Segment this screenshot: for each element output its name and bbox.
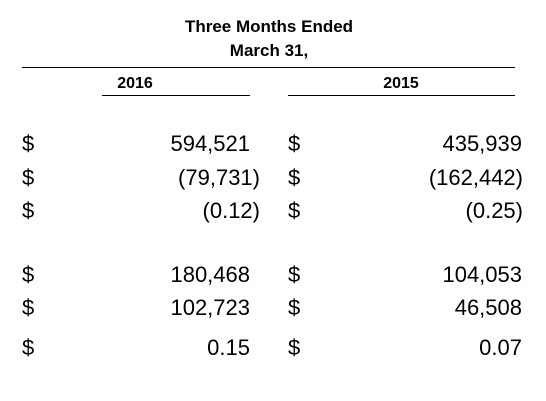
column-header-2015: 2015 — [383, 75, 419, 92]
currency-symbol: $ — [22, 262, 35, 287]
value-2015: 104,053 — [442, 262, 522, 287]
column-rule-2016 — [102, 95, 250, 96]
value-2016: 0.15 — [207, 335, 250, 360]
currency-symbol: $ — [288, 262, 301, 287]
value-2016: (0.12) — [202, 198, 260, 223]
currency-symbol: $ — [288, 165, 301, 190]
value-2016: (79,731) — [178, 165, 260, 190]
value-2015: (162,442) — [428, 165, 523, 190]
value-2016: 594,521 — [170, 131, 250, 156]
currency-symbol: $ — [22, 335, 35, 360]
value-2015: 0.07 — [479, 335, 522, 360]
table-row: $ (0.12) $ (0.25) — [0, 197, 546, 225]
value-2015: 46,508 — [454, 295, 522, 320]
column-header-2016: 2016 — [117, 75, 153, 92]
value-2016: 102,723 — [170, 295, 250, 320]
header-rule — [22, 67, 515, 68]
currency-symbol: $ — [22, 165, 35, 190]
currency-symbol: $ — [22, 295, 35, 320]
table-row: $ (79,731) $ (162,442) — [0, 164, 546, 192]
value-2015: (0.25) — [465, 198, 523, 223]
currency-symbol: $ — [288, 335, 301, 360]
column-rule-2015 — [288, 95, 515, 96]
currency-symbol: $ — [288, 131, 301, 156]
header-title-line1: Three Months Ended — [184, 17, 354, 36]
currency-symbol: $ — [288, 295, 301, 320]
table-row: $ 0.15 $ 0.07 — [0, 334, 546, 362]
table-row: $ 594,521 $ 435,939 — [0, 130, 546, 158]
table-row: $ 180,468 $ 104,053 — [0, 261, 546, 289]
table-row: $ 102,723 $ 46,508 — [0, 294, 546, 322]
currency-symbol: $ — [288, 198, 301, 223]
value-2015: 435,939 — [442, 131, 522, 156]
value-2016: 180,468 — [170, 262, 250, 287]
currency-symbol: $ — [22, 198, 35, 223]
currency-symbol: $ — [22, 131, 35, 156]
header-title-line2: March 31, — [229, 41, 309, 60]
